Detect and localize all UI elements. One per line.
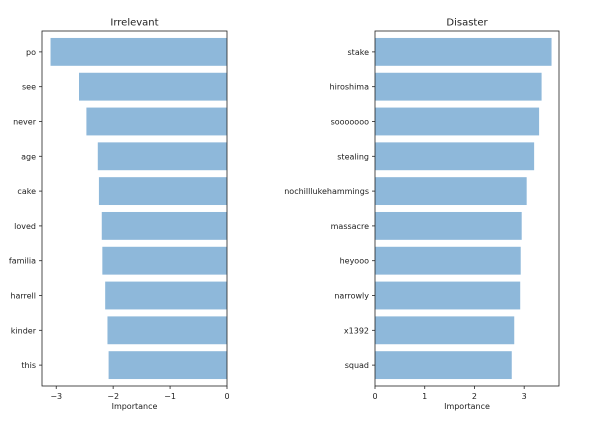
y-tick-label: narrowly xyxy=(334,292,369,301)
y-tick-label: heyooo xyxy=(340,257,370,266)
plot-frame xyxy=(374,30,560,387)
chart-irrelevant: Irrelevant po see never age cake loved familia… xyxy=(9,18,230,412)
x-tick-label: 3 xyxy=(522,392,527,401)
bar xyxy=(375,142,535,171)
x-tick-label: −3 xyxy=(50,392,62,401)
x-tick-label: 0 xyxy=(372,392,377,401)
y-tick-label: age xyxy=(21,152,36,161)
bar xyxy=(375,107,540,136)
plot-frame xyxy=(41,30,228,387)
bar xyxy=(375,177,527,206)
bar xyxy=(107,316,227,345)
x-tick-label: 1 xyxy=(422,392,427,401)
y-tick-label: massacre xyxy=(331,222,369,231)
y-tick-label: this xyxy=(21,361,36,370)
y-tick-label: sooooooo xyxy=(331,117,370,126)
x-tick-label: 2 xyxy=(472,392,477,401)
y-tick-label: cake xyxy=(17,187,36,196)
y-tick-label: harrell xyxy=(10,292,36,301)
y-tick-label: squad xyxy=(345,361,369,370)
y-tick-label: stake xyxy=(348,48,370,57)
chart-title: Irrelevant xyxy=(110,18,158,29)
bar xyxy=(108,351,227,380)
y-tick-label: never xyxy=(13,117,37,126)
y-tick-label: po xyxy=(26,48,36,57)
bar xyxy=(375,246,521,275)
y-tick-label: hiroshima xyxy=(330,83,370,92)
bar xyxy=(79,72,227,101)
bar xyxy=(375,211,522,240)
x-tick-label: 0 xyxy=(224,392,229,401)
y-tick-label: x1392 xyxy=(344,326,369,335)
bar xyxy=(50,37,228,66)
bar xyxy=(102,246,227,275)
bar xyxy=(86,107,228,136)
y-tick-label: loved xyxy=(14,222,36,231)
x-tick-label: −2 xyxy=(107,392,119,401)
x-tick-label: −1 xyxy=(164,392,176,401)
y-tick-label: familia xyxy=(9,257,36,266)
bar xyxy=(375,316,515,345)
bar xyxy=(375,37,552,66)
y-tick-label: stealing xyxy=(337,152,369,161)
bar xyxy=(101,211,227,240)
bar xyxy=(375,351,512,380)
y-tick-label: nochilllukehammings xyxy=(284,187,369,196)
y-tick-label: kinder xyxy=(11,326,37,335)
bar xyxy=(105,281,227,310)
bar xyxy=(98,177,227,206)
y-tick-label: see xyxy=(22,83,36,92)
bar xyxy=(375,72,542,101)
x-axis-label: Importance xyxy=(444,402,490,411)
bar xyxy=(375,281,521,310)
chart-title: Disaster xyxy=(446,18,488,29)
chart-disaster: Disaster stake hiroshima sooooooo stealing n… xyxy=(284,18,560,411)
bar xyxy=(97,142,228,171)
x-axis-label: Importance xyxy=(112,402,158,411)
